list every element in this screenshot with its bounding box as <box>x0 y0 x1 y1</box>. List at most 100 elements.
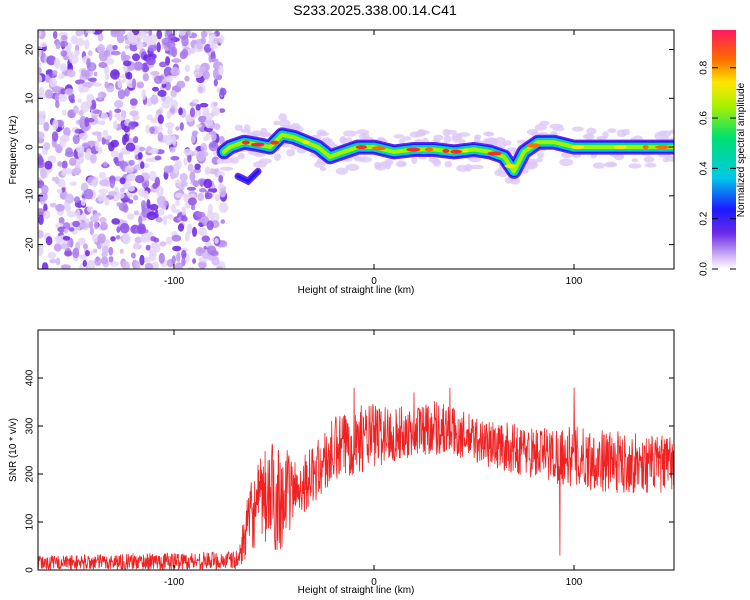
signal-ridge <box>216 113 674 186</box>
noise-blob <box>207 245 217 255</box>
ridge-hotspot <box>424 147 434 152</box>
noise-blob <box>198 227 207 237</box>
ridge-halo <box>572 126 584 132</box>
noise-blob <box>116 33 125 44</box>
x-tick-label: 100 <box>566 577 583 588</box>
noise-blob <box>183 148 193 156</box>
noise-blob <box>127 31 135 42</box>
noise-blob <box>69 54 79 65</box>
noise-blob <box>172 245 182 252</box>
ridge-halo <box>662 157 670 163</box>
noise-blob <box>85 250 90 257</box>
y-tick-label: 400 <box>25 369 36 386</box>
noise-blob <box>102 129 109 139</box>
noise-blob <box>218 34 225 44</box>
noise-blob <box>194 64 201 71</box>
noise-blob <box>109 261 119 267</box>
noise-blob <box>38 117 46 126</box>
colorbar-gradient <box>712 30 736 269</box>
noise-blob <box>100 222 108 231</box>
noise-blob <box>165 75 173 83</box>
noise-blob <box>128 159 135 166</box>
noise-blob <box>139 146 146 152</box>
noise-blob <box>123 126 130 133</box>
ridge-halo <box>278 113 288 122</box>
noise-blob <box>196 40 203 51</box>
noise-blob <box>206 30 212 34</box>
ridge-hotspot <box>371 146 386 151</box>
noise-blob <box>52 70 58 76</box>
noise-blob <box>169 146 176 153</box>
noise-blob <box>179 50 187 60</box>
noise-blob <box>112 44 118 51</box>
noise-blob <box>74 128 83 134</box>
ridge-halo <box>509 177 521 185</box>
ridge-halo <box>428 157 439 163</box>
noise-blob <box>218 202 229 213</box>
noise-blob <box>128 199 134 204</box>
noise-blob <box>175 200 181 207</box>
noise-blob <box>179 122 184 131</box>
noise-blob <box>156 30 163 40</box>
noise-blob <box>163 200 168 207</box>
noise-blob <box>55 41 61 50</box>
noise-blob <box>158 252 165 264</box>
noise-blob <box>187 47 196 55</box>
noise-blob <box>83 188 94 200</box>
noise-blob <box>82 260 88 267</box>
noise-blob <box>59 134 70 142</box>
ridge-halo <box>444 161 453 168</box>
noise-blob <box>124 165 134 173</box>
noise-blob <box>101 245 109 254</box>
noise-blob <box>93 221 99 230</box>
noise-blob <box>60 50 68 57</box>
noise-blob <box>67 69 76 78</box>
noise-blob <box>65 147 73 156</box>
noise-blob <box>79 263 84 269</box>
ridge-halo <box>346 137 353 143</box>
noise-blob <box>170 156 180 161</box>
noise-blob <box>38 155 44 166</box>
noise-blob <box>72 220 80 228</box>
noise-blob <box>98 91 103 100</box>
snr-frame <box>37 329 675 571</box>
noise-blob <box>101 256 108 265</box>
noise-blob <box>179 180 188 187</box>
noise-blob <box>157 209 165 216</box>
noise-blob <box>84 39 90 50</box>
noise-blob <box>77 148 85 160</box>
noise-blob <box>146 211 157 221</box>
noise-blob <box>75 79 85 85</box>
noise-blob <box>80 199 86 206</box>
noise-blob <box>103 161 108 167</box>
ridge-halo <box>643 156 655 163</box>
y-tick-label: 20 <box>25 44 36 56</box>
noise-blob <box>199 102 209 108</box>
ridge-halo <box>343 130 357 137</box>
noise-blob <box>194 73 202 79</box>
noise-blob <box>200 142 208 153</box>
ridge-halo <box>411 156 418 164</box>
noise-blob <box>219 135 225 145</box>
noise-blob <box>108 246 114 256</box>
noise-blob <box>61 34 68 41</box>
ridge-halo <box>592 162 605 169</box>
noise-blob <box>157 114 164 124</box>
ridge-halo <box>534 123 547 131</box>
noise-blob <box>164 135 174 146</box>
noise-blob <box>117 30 126 35</box>
colorbar-ticks: 0.0 0.2 0.4 0.6 0.8 <box>699 60 736 276</box>
noise-blob <box>175 192 183 199</box>
noise-blob <box>189 171 196 182</box>
noise-blob <box>206 220 214 231</box>
ridge-hotspot <box>355 145 368 150</box>
noise-blob <box>128 121 136 130</box>
ridge-hotspot <box>251 142 265 147</box>
noise-blob <box>150 70 160 76</box>
noise-blob <box>62 109 67 116</box>
noise-blob <box>55 257 61 266</box>
noise-blob <box>114 108 122 114</box>
noise-blob <box>98 188 108 194</box>
spectrogram-x-label: Height of straight line (km) <box>298 285 415 296</box>
ridge-halo <box>237 152 245 160</box>
